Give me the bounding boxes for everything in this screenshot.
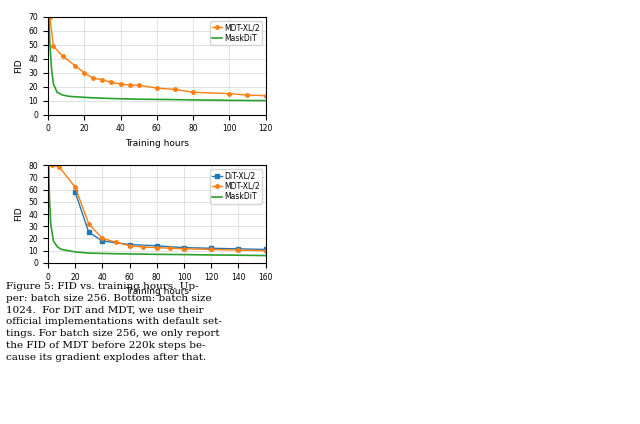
MDT-XL/2 [189,90,197,95]
MaskDiT [45,17,52,22]
MaskDiT [48,67,56,73]
DiT-XL/2 [234,246,242,251]
MDT-XL/2 [55,164,63,169]
MDT-XL/2 [99,236,106,241]
MDT-XL/2 [225,91,233,96]
MDT-XL/2 [99,77,106,82]
MDT-XL/2 [59,53,67,59]
MDT-XL/2 [125,83,133,88]
MaskDiT [46,39,54,45]
MaskDiT [53,90,61,95]
MaskDiT [66,94,74,99]
MDT-XL/2 [153,86,161,91]
MDT-XL/2 [125,243,134,248]
MDT-XL/2 [234,248,242,253]
Text: Figure 5: FID vs. training hours. Up-
per: batch size 256. Bottom: batch size
10: Figure 5: FID vs. training hours. Up- pe… [6,282,222,362]
MaskDiT [47,221,54,226]
Y-axis label: FID: FID [14,207,23,221]
MaskDiT [180,252,188,257]
Line: MDT-XL/2: MDT-XL/2 [51,164,268,252]
MaskDiT [45,163,52,168]
X-axis label: Training hours: Training hours [125,139,189,148]
DiT-XL/2 [180,245,188,250]
MaskDiT [225,98,233,103]
MDT-XL/2 [180,246,188,251]
MaskDiT [59,92,67,98]
MDT-XL/2 [85,221,93,226]
MDT-XL/2 [81,70,88,75]
MDT-XL/2 [153,245,161,250]
Line: DiT-XL/2: DiT-XL/2 [74,190,268,251]
MDT-XL/2 [244,92,252,98]
MaskDiT [189,98,197,103]
MaskDiT [162,97,170,102]
MaskDiT [50,81,58,86]
Legend: MDT-XL/2, MaskDiT: MDT-XL/2, MaskDiT [210,21,262,45]
Line: MaskDiT: MaskDiT [49,20,266,100]
MDT-XL/2 [207,247,215,252]
MaskDiT [135,97,143,102]
MDT-XL/2 [48,163,56,168]
DiT-XL/2 [125,242,134,247]
DiT-XL/2 [153,243,161,248]
MaskDiT [58,247,65,252]
MaskDiT [234,253,242,258]
MDT-XL/2 [116,81,124,86]
MDT-XL/2 [108,80,115,85]
DiT-XL/2 [207,245,215,251]
MaskDiT [108,96,115,101]
MaskDiT [85,251,93,256]
MaskDiT [45,193,53,198]
DiT-XL/2 [85,230,93,235]
MaskDiT [90,95,97,100]
MDT-XL/2 [166,245,174,251]
X-axis label: Training hours: Training hours [125,287,189,296]
MDT-XL/2 [71,63,79,68]
MaskDiT [244,98,252,103]
MaskDiT [153,252,161,257]
MDT-XL/2 [140,245,147,250]
MDT-XL/2 [50,44,58,49]
MDT-XL/2 [262,248,269,253]
Y-axis label: FID: FID [14,59,23,73]
Line: MDT-XL/2: MDT-XL/2 [48,15,268,98]
MDT-XL/2 [90,76,97,81]
MaskDiT [262,253,269,258]
MDT-XL/2 [135,83,143,88]
MDT-XL/2 [46,14,54,20]
MaskDiT [262,98,269,103]
Line: MaskDiT: MaskDiT [49,165,266,256]
MaskDiT [50,238,58,243]
MaskDiT [207,252,215,257]
Legend: DiT-XL/2, MDT-XL/2, MaskDiT: DiT-XL/2, MDT-XL/2, MaskDiT [210,169,262,204]
MDT-XL/2 [112,240,120,245]
MaskDiT [77,95,84,100]
DiT-XL/2 [71,190,79,195]
MaskDiT [54,245,61,250]
MaskDiT [71,249,79,254]
MDT-XL/2 [171,87,179,92]
MaskDiT [112,251,120,256]
MDT-XL/2 [71,185,79,190]
DiT-XL/2 [99,238,106,243]
MDT-XL/2 [262,93,269,98]
MaskDiT [65,248,72,253]
DiT-XL/2 [262,247,269,252]
